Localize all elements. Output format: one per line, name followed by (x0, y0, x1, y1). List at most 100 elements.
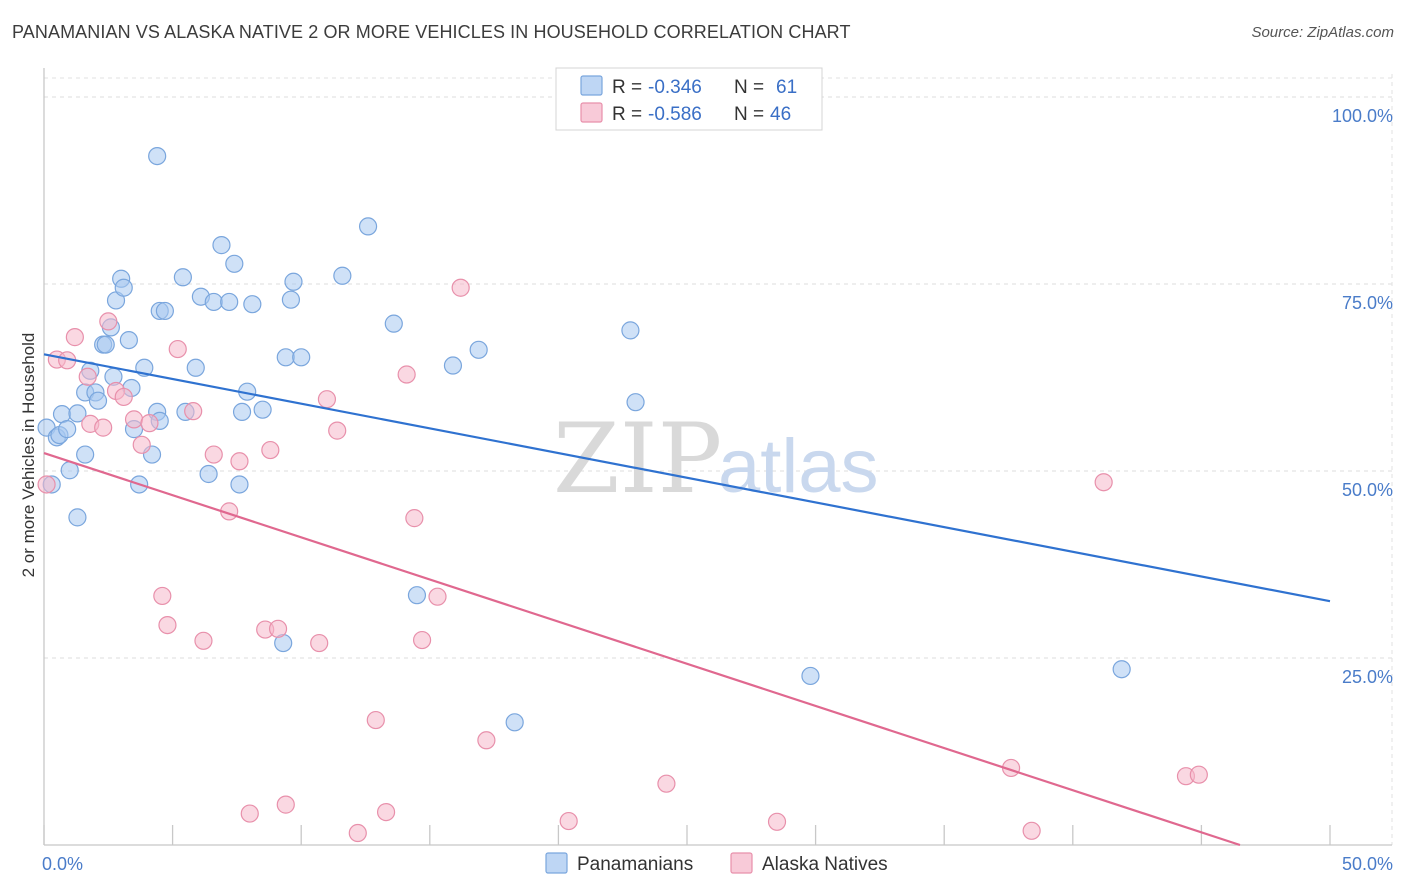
data-point (140, 414, 159, 433)
y-tick-label: 25.0% (1342, 667, 1393, 687)
stats-legend-r-label: R = (612, 104, 642, 125)
data-point (65, 328, 84, 347)
data-point (199, 464, 218, 484)
data-point (1112, 660, 1131, 679)
data-point (184, 402, 203, 421)
y-tick-label: 50.0% (1342, 480, 1393, 500)
data-point (276, 348, 295, 367)
data-point (240, 804, 259, 823)
data-point (155, 301, 174, 321)
data-point (148, 146, 167, 166)
stats-legend-r-label: R = (612, 77, 642, 98)
data-point (333, 266, 352, 285)
data-point (397, 365, 416, 384)
data-point (358, 217, 378, 236)
series-alaska-natives (37, 278, 1208, 843)
data-point (119, 331, 138, 350)
data-point (114, 387, 133, 407)
watermark-atlas: atlas (718, 424, 879, 509)
data-point (230, 452, 249, 471)
chart-title: PANAMANIAN VS ALASKA NATIVE 2 OR MORE VE… (12, 22, 851, 42)
data-point (328, 421, 347, 440)
data-point (276, 795, 295, 814)
x-tick-label: 50.0% (1342, 854, 1393, 874)
data-point (132, 435, 151, 454)
stats-legend-swatch-panamanians (580, 75, 603, 96)
stats-legend: R = -0.346 N = 61 R = -0.586 N = 46 (555, 67, 823, 131)
data-point (78, 367, 97, 386)
data-point (68, 508, 87, 527)
data-point (230, 475, 249, 494)
data-point (114, 278, 133, 297)
y-axis-label: 2 or more Vehicles in Household (19, 333, 38, 578)
data-point (212, 236, 231, 255)
data-point (317, 390, 337, 409)
data-point (1022, 821, 1041, 840)
data-point (194, 631, 213, 650)
data-point (220, 292, 239, 312)
stats-legend-r-value: -0.346 (648, 77, 702, 98)
data-point (204, 292, 223, 312)
stats-legend-swatch-alaska-natives (580, 102, 603, 123)
data-point (1094, 473, 1113, 492)
legend-swatch-alaska-natives (730, 852, 753, 874)
data-point (58, 420, 77, 439)
data-point (186, 358, 205, 377)
legend-swatch-panamanians (545, 852, 568, 874)
data-point (376, 802, 396, 822)
data-point (284, 272, 303, 291)
data-point (253, 400, 272, 419)
stats-legend-n-value: 61 (776, 77, 797, 98)
data-point (261, 440, 280, 460)
data-point (559, 811, 578, 831)
data-point (225, 254, 244, 273)
data-point (443, 356, 463, 375)
data-point (801, 666, 820, 686)
stats-legend-n-label: N = (734, 77, 764, 98)
axes (43, 68, 1392, 846)
watermark-zip: ZIP (553, 403, 722, 515)
trend-lines (43, 353, 1331, 847)
data-point (477, 731, 496, 750)
trend-line-alaska-natives (43, 452, 1241, 847)
data-point (153, 586, 172, 606)
data-point (232, 402, 252, 422)
data-point (428, 587, 447, 606)
data-point (37, 475, 56, 494)
data-points (37, 146, 1208, 843)
data-point (94, 418, 113, 437)
data-point (405, 509, 424, 528)
data-point (168, 339, 187, 359)
data-point (505, 713, 524, 732)
data-point (173, 268, 192, 287)
data-point (243, 295, 262, 314)
data-point (281, 290, 301, 309)
series-legend: Panamanians Alaska Natives (545, 852, 888, 875)
data-point (292, 348, 311, 367)
data-point (621, 321, 640, 340)
stats-legend-n-value: 46 (770, 104, 791, 125)
tick-labels: 100.0% 75.0% 50.0% 25.0% 0.0% 50.0% (42, 106, 1393, 874)
legend-label-alaska-natives: Alaska Natives (762, 854, 888, 875)
x-tick-label: 0.0% (42, 854, 83, 874)
data-point (366, 710, 385, 730)
data-point (348, 823, 367, 843)
data-point (96, 335, 115, 354)
data-point (124, 410, 144, 429)
stats-legend-n-label: N = (734, 104, 764, 125)
x-axis-ticks (43, 825, 1331, 845)
data-point (99, 312, 118, 331)
data-point (204, 445, 223, 464)
data-point (407, 586, 427, 605)
series-panamanians (37, 146, 1131, 732)
data-point (310, 633, 329, 653)
data-point (76, 445, 95, 464)
data-point (412, 630, 432, 650)
data-point (158, 615, 177, 635)
data-point (451, 278, 470, 297)
data-point (88, 391, 108, 410)
data-point (657, 774, 676, 793)
y-tick-label: 100.0% (1332, 106, 1393, 126)
trend-line-panamanians (43, 353, 1331, 603)
